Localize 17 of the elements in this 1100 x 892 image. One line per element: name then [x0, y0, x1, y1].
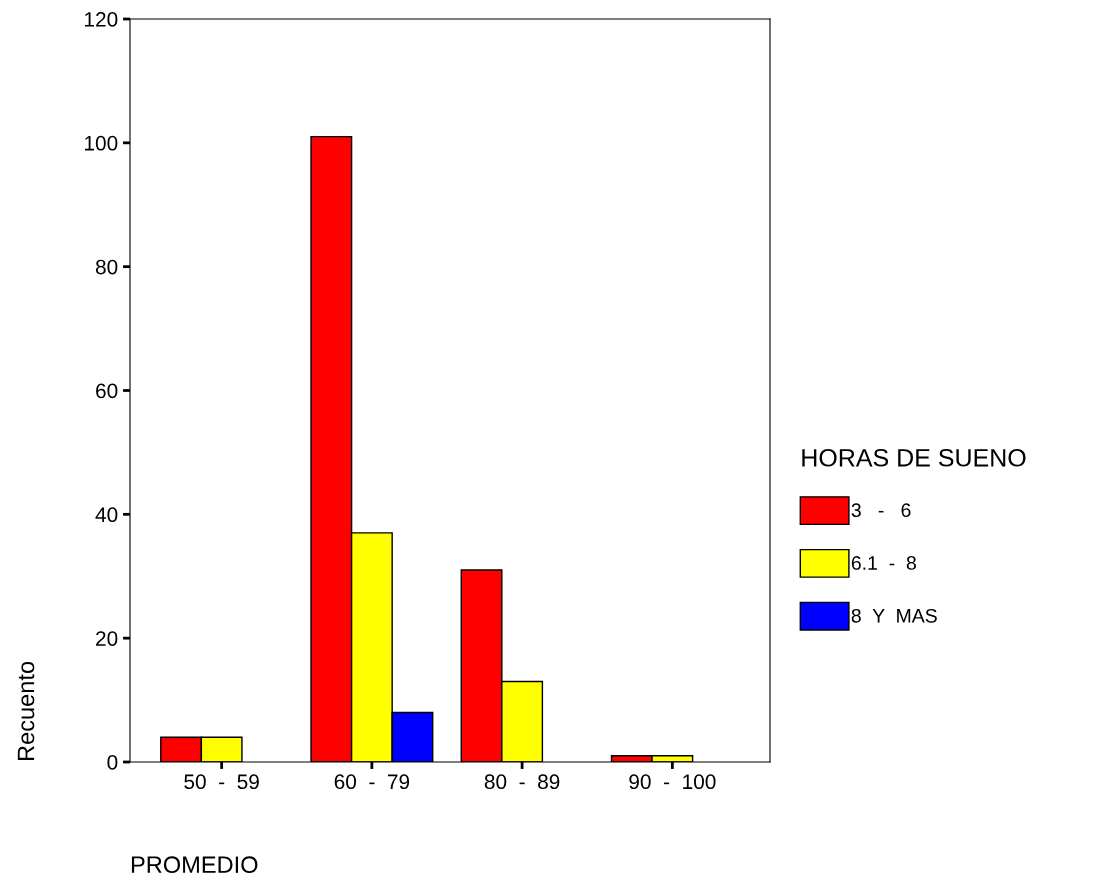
- y-tick-label: 80: [95, 259, 118, 275]
- x-tick-label: 60 - 79: [334, 774, 410, 790]
- x-axis-title: PROMEDIO: [131, 856, 258, 874]
- y-tick-label: 120: [85, 12, 118, 27]
- legend-label: 3 - 6: [851, 503, 911, 518]
- legend-label: 8 Y MAS: [851, 608, 937, 623]
- x-tick-label: 90 - 100: [629, 774, 716, 790]
- y-tick-label: 0: [107, 755, 118, 770]
- legend-label: 6.1 - 8: [851, 556, 916, 570]
- y-tick-label: 100: [85, 135, 118, 151]
- y-tick-label: 60: [96, 383, 118, 399]
- x-tick-label: 50 - 59: [184, 774, 259, 790]
- y-axis-title: Recuento: [17, 661, 35, 761]
- legend-title: HORAS DE SUENO: [802, 448, 1026, 467]
- x-tick-label: 80 - 89: [484, 774, 560, 790]
- y-tick-label: 20: [96, 631, 118, 646]
- y-tick-label: 40: [95, 507, 118, 523]
